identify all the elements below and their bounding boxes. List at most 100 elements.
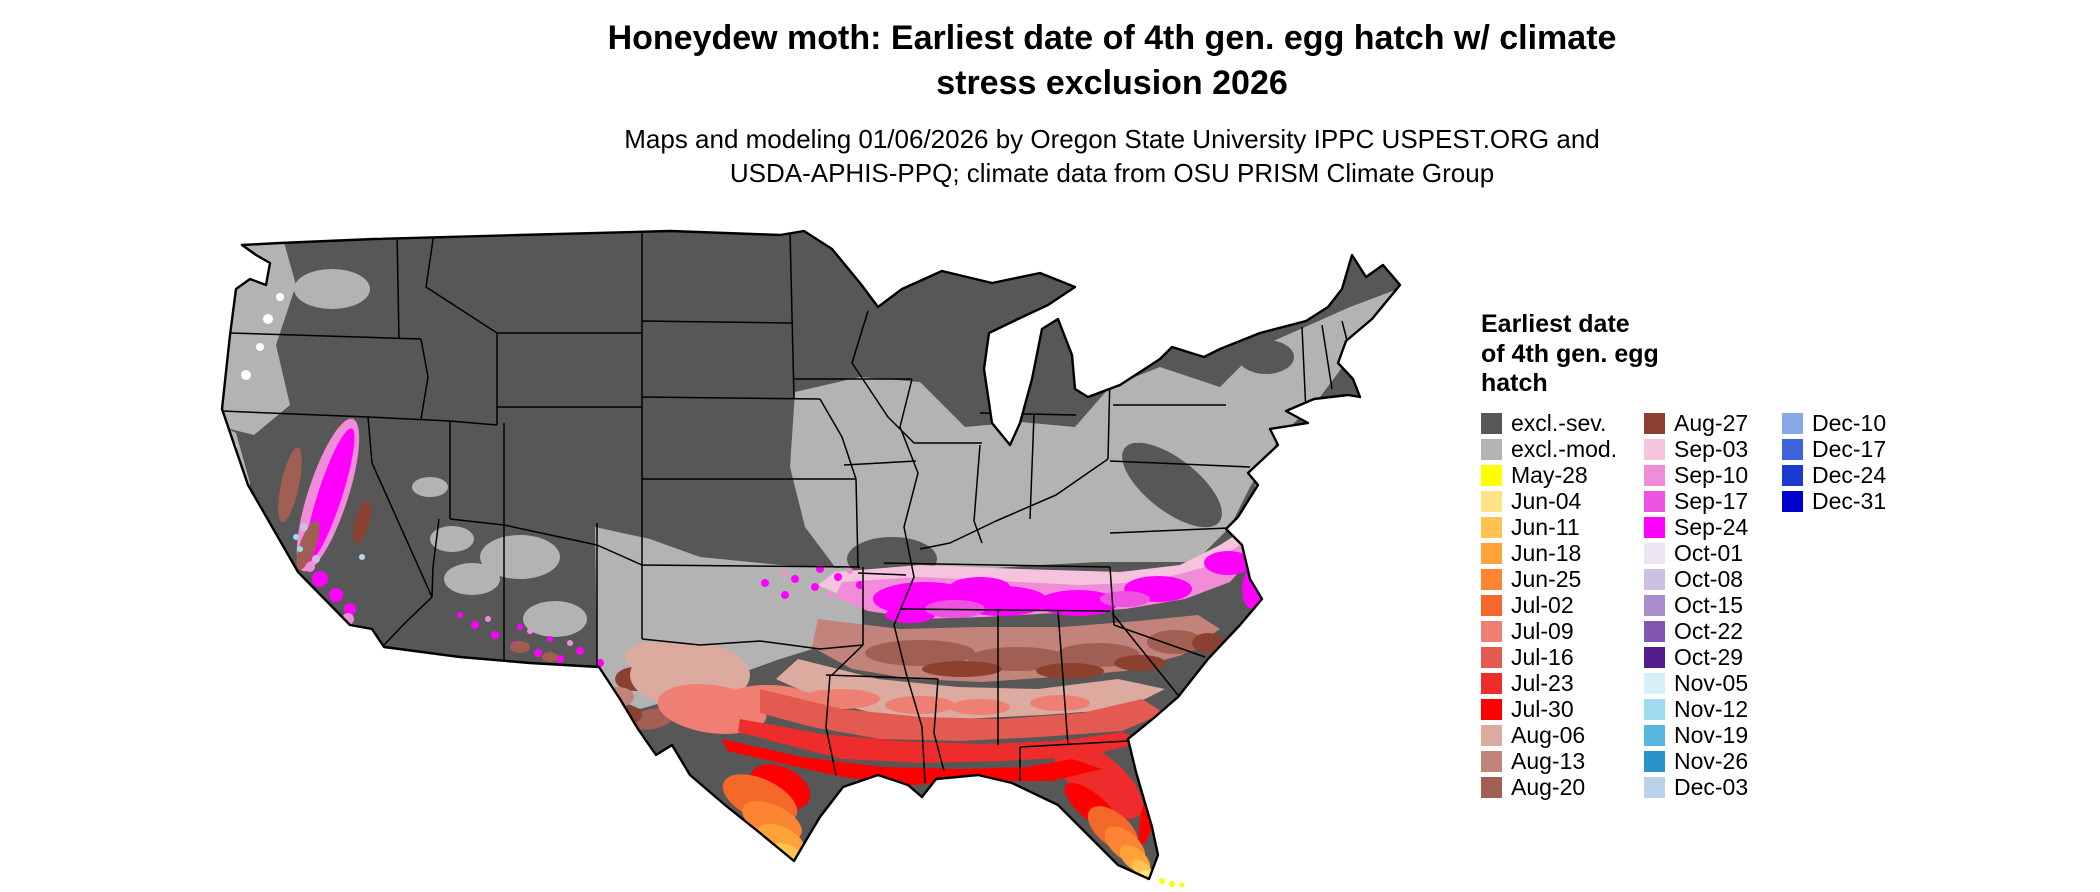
legend-swatch — [1481, 517, 1502, 538]
legend-swatch — [1644, 491, 1665, 512]
legend-entry-label: Dec-03 — [1674, 774, 1749, 800]
legend-swatch — [1644, 777, 1665, 798]
legend-entry-label: Oct-08 — [1674, 566, 1744, 592]
legend-entry-label: Jul-16 — [1511, 644, 1574, 670]
legend-entry: Dec-03 — [1644, 774, 1782, 801]
legend-entry-label: Jul-23 — [1511, 670, 1574, 696]
figure-title-line1: Honeydew moth: Earliest date of 4th gen.… — [607, 19, 1617, 57]
figure-header: Honeydew moth: Earliest date of 4th gen.… — [312, 16, 1912, 190]
legend-entry: Aug-27 — [1644, 410, 1782, 437]
legend-swatch — [1481, 569, 1502, 590]
legend-swatch — [1644, 621, 1665, 642]
legend-swatch — [1481, 465, 1502, 486]
legend-entry: Aug-13 — [1481, 748, 1644, 775]
legend-swatch — [1782, 439, 1803, 460]
figure-title-line2: stress exclusion 2026 — [936, 63, 1288, 102]
legend-entry: Dec-10 — [1782, 410, 1886, 437]
legend-title-line1: Earliest date — [1481, 310, 1630, 338]
legend-entry: Oct-22 — [1644, 618, 1782, 645]
legend-entry: Aug-06 — [1481, 722, 1644, 749]
map-regions — [222, 231, 1400, 879]
legend-entry-label: Nov-12 — [1674, 696, 1749, 722]
legend-entry-label: Oct-22 — [1674, 618, 1744, 644]
legend-swatch — [1481, 777, 1502, 798]
legend-entry-label: Jul-30 — [1511, 696, 1574, 722]
legend-entry: Jul-02 — [1481, 592, 1644, 619]
legend-entry-label: Nov-19 — [1674, 722, 1749, 748]
legend-entry: Dec-24 — [1782, 462, 1887, 489]
legend-entry-label: Aug-13 — [1511, 748, 1586, 774]
legend-entry: Oct-08 — [1644, 566, 1782, 593]
legend-entry: Nov-12 — [1644, 696, 1782, 723]
legend-entry: excl.-mod. — [1481, 436, 1644, 463]
legend-swatch — [1644, 751, 1665, 772]
legend-swatch — [1644, 725, 1665, 746]
legend-entry: Jul-16 — [1481, 644, 1644, 671]
legend-swatch — [1481, 439, 1502, 460]
legend-swatch — [1481, 491, 1502, 512]
legend-swatch — [1644, 413, 1665, 434]
legend-entry: Nov-26 — [1644, 748, 1782, 775]
legend-entry: Sep-17 — [1644, 488, 1782, 515]
legend-entry: May-28 — [1481, 462, 1644, 489]
legend-entry-label: Dec-24 — [1812, 462, 1887, 488]
figure-subtitle-line2: USDA-APHIS-PPQ; climate data from OSU PR… — [729, 158, 1495, 189]
us-map — [220, 229, 1402, 888]
legend-entry: Sep-03 — [1644, 436, 1782, 463]
figure-subtitle-line1: Maps and modeling 01/06/2026 by Oregon S… — [624, 123, 1600, 154]
legend-entry-label: Nov-26 — [1674, 748, 1749, 774]
legend-entry-label: Jun-04 — [1511, 488, 1582, 514]
legend-entry-label: excl.-mod. — [1511, 436, 1618, 462]
legend-entry: Jun-18 — [1481, 540, 1644, 567]
legend-entry-label: Nov-05 — [1674, 670, 1749, 696]
legend-entry: Jun-11 — [1481, 514, 1644, 541]
legend-swatch — [1481, 543, 1502, 564]
legend-swatch — [1782, 465, 1803, 486]
legend-entry-label: Sep-03 — [1674, 436, 1749, 462]
legend-entry: Nov-05 — [1644, 670, 1782, 697]
legend-entry-label: Jun-25 — [1511, 566, 1582, 592]
legend-entry-label: Sep-17 — [1674, 488, 1749, 514]
legend-entry: Jul-30 — [1481, 696, 1644, 723]
legend-swatch — [1782, 491, 1803, 512]
legend-entry-label: Jul-09 — [1511, 618, 1574, 644]
legend-entry: Oct-01 — [1644, 540, 1782, 567]
legend-entry-label: Aug-06 — [1511, 722, 1586, 748]
legend-swatch — [1481, 673, 1502, 694]
legend-entry-label: Dec-17 — [1812, 436, 1887, 462]
legend-title-line3: hatch — [1481, 369, 1548, 397]
legend-entry-label: excl.-sev. — [1511, 410, 1607, 436]
legend-entry: excl.-sev. — [1481, 410, 1644, 437]
legend-entry: Oct-29 — [1644, 644, 1782, 671]
legend-entry: Jun-04 — [1481, 488, 1644, 515]
legend-entry: Jul-23 — [1481, 670, 1644, 697]
speckles-south-central — [761, 565, 864, 599]
figure-title: Honeydew moth: Earliest date of 4th gen.… — [312, 16, 1912, 106]
legend-entry: Jul-09 — [1481, 618, 1644, 645]
legend-entry-label: May-28 — [1511, 462, 1588, 488]
state-borders — [222, 231, 1357, 784]
map-area — [220, 226, 1420, 888]
legend-swatch — [1644, 543, 1665, 564]
california-detail — [278, 418, 371, 625]
legend-swatch — [1644, 673, 1665, 694]
legend-swatch — [1644, 595, 1665, 616]
legend-entry: Dec-31 — [1782, 488, 1886, 515]
legend-swatch — [1782, 413, 1803, 434]
legend-title: Earliest date of 4th gen. egg hatch — [1481, 310, 1886, 399]
legend-swatch — [1481, 621, 1502, 642]
legend-swatch — [1481, 751, 1502, 772]
legend-entry-label: Aug-27 — [1674, 410, 1749, 436]
legend-entry-label: Jul-02 — [1511, 592, 1574, 618]
legend-swatch — [1481, 725, 1502, 746]
legend-swatch — [1481, 647, 1502, 668]
legend-entry: Dec-17 — [1782, 436, 1887, 463]
speckles-southwest — [457, 612, 604, 667]
legend-entry-label: Jun-11 — [1511, 514, 1580, 540]
legend-entry-label: Aug-20 — [1511, 774, 1586, 800]
legend-swatch — [1644, 647, 1665, 668]
legend-swatch — [1481, 413, 1502, 434]
legend-entry-label: Oct-29 — [1674, 644, 1744, 670]
florida-keys — [1159, 878, 1185, 888]
legend-entry-label: Oct-15 — [1674, 592, 1744, 618]
